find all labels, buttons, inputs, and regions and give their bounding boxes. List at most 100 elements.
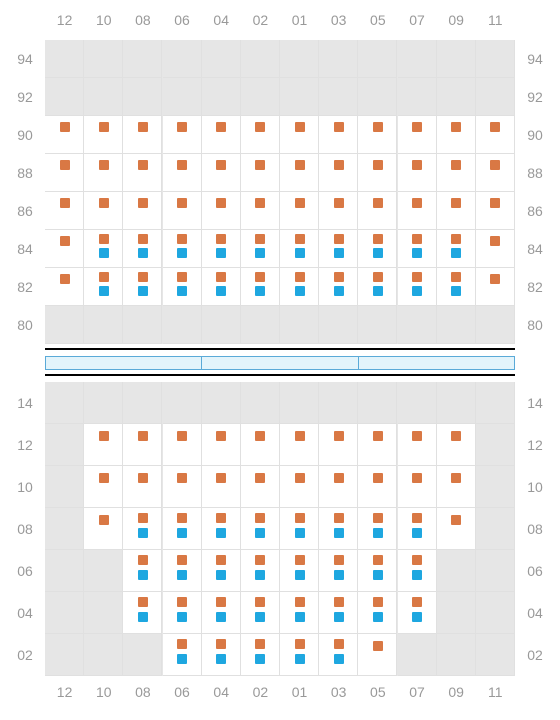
seat-orange[interactable] [216, 234, 226, 244]
seat-orange[interactable] [255, 272, 265, 282]
seat-blue[interactable] [334, 612, 344, 622]
seat-orange[interactable] [334, 431, 344, 441]
seat-orange[interactable] [412, 234, 422, 244]
seat-orange[interactable] [373, 122, 383, 132]
seat-orange[interactable] [334, 555, 344, 565]
seat-orange[interactable] [138, 431, 148, 441]
seat-blue[interactable] [216, 654, 226, 664]
seat-blue[interactable] [295, 528, 305, 538]
seat-orange[interactable] [60, 160, 70, 170]
seat-orange[interactable] [334, 513, 344, 523]
seat-orange[interactable] [295, 431, 305, 441]
seat-blue[interactable] [412, 248, 422, 258]
seat-blue[interactable] [216, 612, 226, 622]
seat-orange[interactable] [451, 272, 461, 282]
seat-orange[interactable] [216, 513, 226, 523]
seat-blue[interactable] [334, 286, 344, 296]
seat-orange[interactable] [255, 555, 265, 565]
seat-orange[interactable] [334, 198, 344, 208]
seat-blue[interactable] [255, 286, 265, 296]
seat-orange[interactable] [177, 234, 187, 244]
seat-orange[interactable] [177, 431, 187, 441]
seat-orange[interactable] [451, 160, 461, 170]
seat-orange[interactable] [255, 473, 265, 483]
seat-orange[interactable] [334, 122, 344, 132]
seat-orange[interactable] [412, 473, 422, 483]
seat-orange[interactable] [216, 555, 226, 565]
seat-orange[interactable] [138, 272, 148, 282]
seat-orange[interactable] [138, 597, 148, 607]
seat-orange[interactable] [138, 198, 148, 208]
seat-orange[interactable] [334, 473, 344, 483]
seat-orange[interactable] [490, 160, 500, 170]
seat-orange[interactable] [216, 597, 226, 607]
seat-orange[interactable] [295, 122, 305, 132]
seat-orange[interactable] [412, 597, 422, 607]
seat-blue[interactable] [255, 612, 265, 622]
seat-orange[interactable] [216, 122, 226, 132]
seat-orange[interactable] [295, 160, 305, 170]
seat-orange[interactable] [255, 160, 265, 170]
seat-orange[interactable] [451, 473, 461, 483]
seat-blue[interactable] [255, 570, 265, 580]
seat-orange[interactable] [373, 272, 383, 282]
seat-orange[interactable] [216, 198, 226, 208]
seat-orange[interactable] [99, 160, 109, 170]
seat-blue[interactable] [412, 570, 422, 580]
seat-blue[interactable] [177, 248, 187, 258]
seat-blue[interactable] [373, 286, 383, 296]
seat-blue[interactable] [295, 248, 305, 258]
seat-orange[interactable] [334, 160, 344, 170]
seat-orange[interactable] [138, 122, 148, 132]
seat-blue[interactable] [99, 248, 109, 258]
seat-orange[interactable] [60, 274, 70, 284]
seat-orange[interactable] [412, 555, 422, 565]
seat-blue[interactable] [334, 528, 344, 538]
seat-orange[interactable] [295, 639, 305, 649]
seat-orange[interactable] [295, 473, 305, 483]
seat-blue[interactable] [412, 528, 422, 538]
seat-blue[interactable] [138, 286, 148, 296]
seat-orange[interactable] [373, 641, 383, 651]
seat-orange[interactable] [177, 555, 187, 565]
seat-orange[interactable] [60, 122, 70, 132]
seat-orange[interactable] [60, 236, 70, 246]
seat-orange[interactable] [99, 431, 109, 441]
seat-blue[interactable] [216, 570, 226, 580]
seat-blue[interactable] [373, 528, 383, 538]
seat-orange[interactable] [138, 473, 148, 483]
seat-blue[interactable] [99, 286, 109, 296]
seat-orange[interactable] [99, 473, 109, 483]
seat-orange[interactable] [177, 122, 187, 132]
seat-orange[interactable] [216, 431, 226, 441]
seat-orange[interactable] [99, 198, 109, 208]
seat-orange[interactable] [177, 272, 187, 282]
seat-orange[interactable] [295, 272, 305, 282]
seat-blue[interactable] [138, 528, 148, 538]
seat-orange[interactable] [412, 198, 422, 208]
seat-orange[interactable] [373, 513, 383, 523]
seat-blue[interactable] [373, 612, 383, 622]
seat-blue[interactable] [412, 612, 422, 622]
seat-orange[interactable] [334, 272, 344, 282]
seat-orange[interactable] [490, 198, 500, 208]
seat-orange[interactable] [177, 597, 187, 607]
seat-orange[interactable] [99, 122, 109, 132]
seat-orange[interactable] [177, 513, 187, 523]
seat-orange[interactable] [490, 236, 500, 246]
seat-blue[interactable] [295, 570, 305, 580]
seat-blue[interactable] [255, 248, 265, 258]
seat-orange[interactable] [138, 234, 148, 244]
seat-orange[interactable] [255, 234, 265, 244]
seat-blue[interactable] [177, 654, 187, 664]
seat-orange[interactable] [373, 431, 383, 441]
seat-blue[interactable] [334, 248, 344, 258]
seat-orange[interactable] [295, 234, 305, 244]
seat-blue[interactable] [177, 286, 187, 296]
seat-orange[interactable] [451, 122, 461, 132]
seat-orange[interactable] [60, 198, 70, 208]
seat-orange[interactable] [451, 431, 461, 441]
seat-orange[interactable] [255, 198, 265, 208]
seat-orange[interactable] [451, 198, 461, 208]
seat-blue[interactable] [255, 528, 265, 538]
